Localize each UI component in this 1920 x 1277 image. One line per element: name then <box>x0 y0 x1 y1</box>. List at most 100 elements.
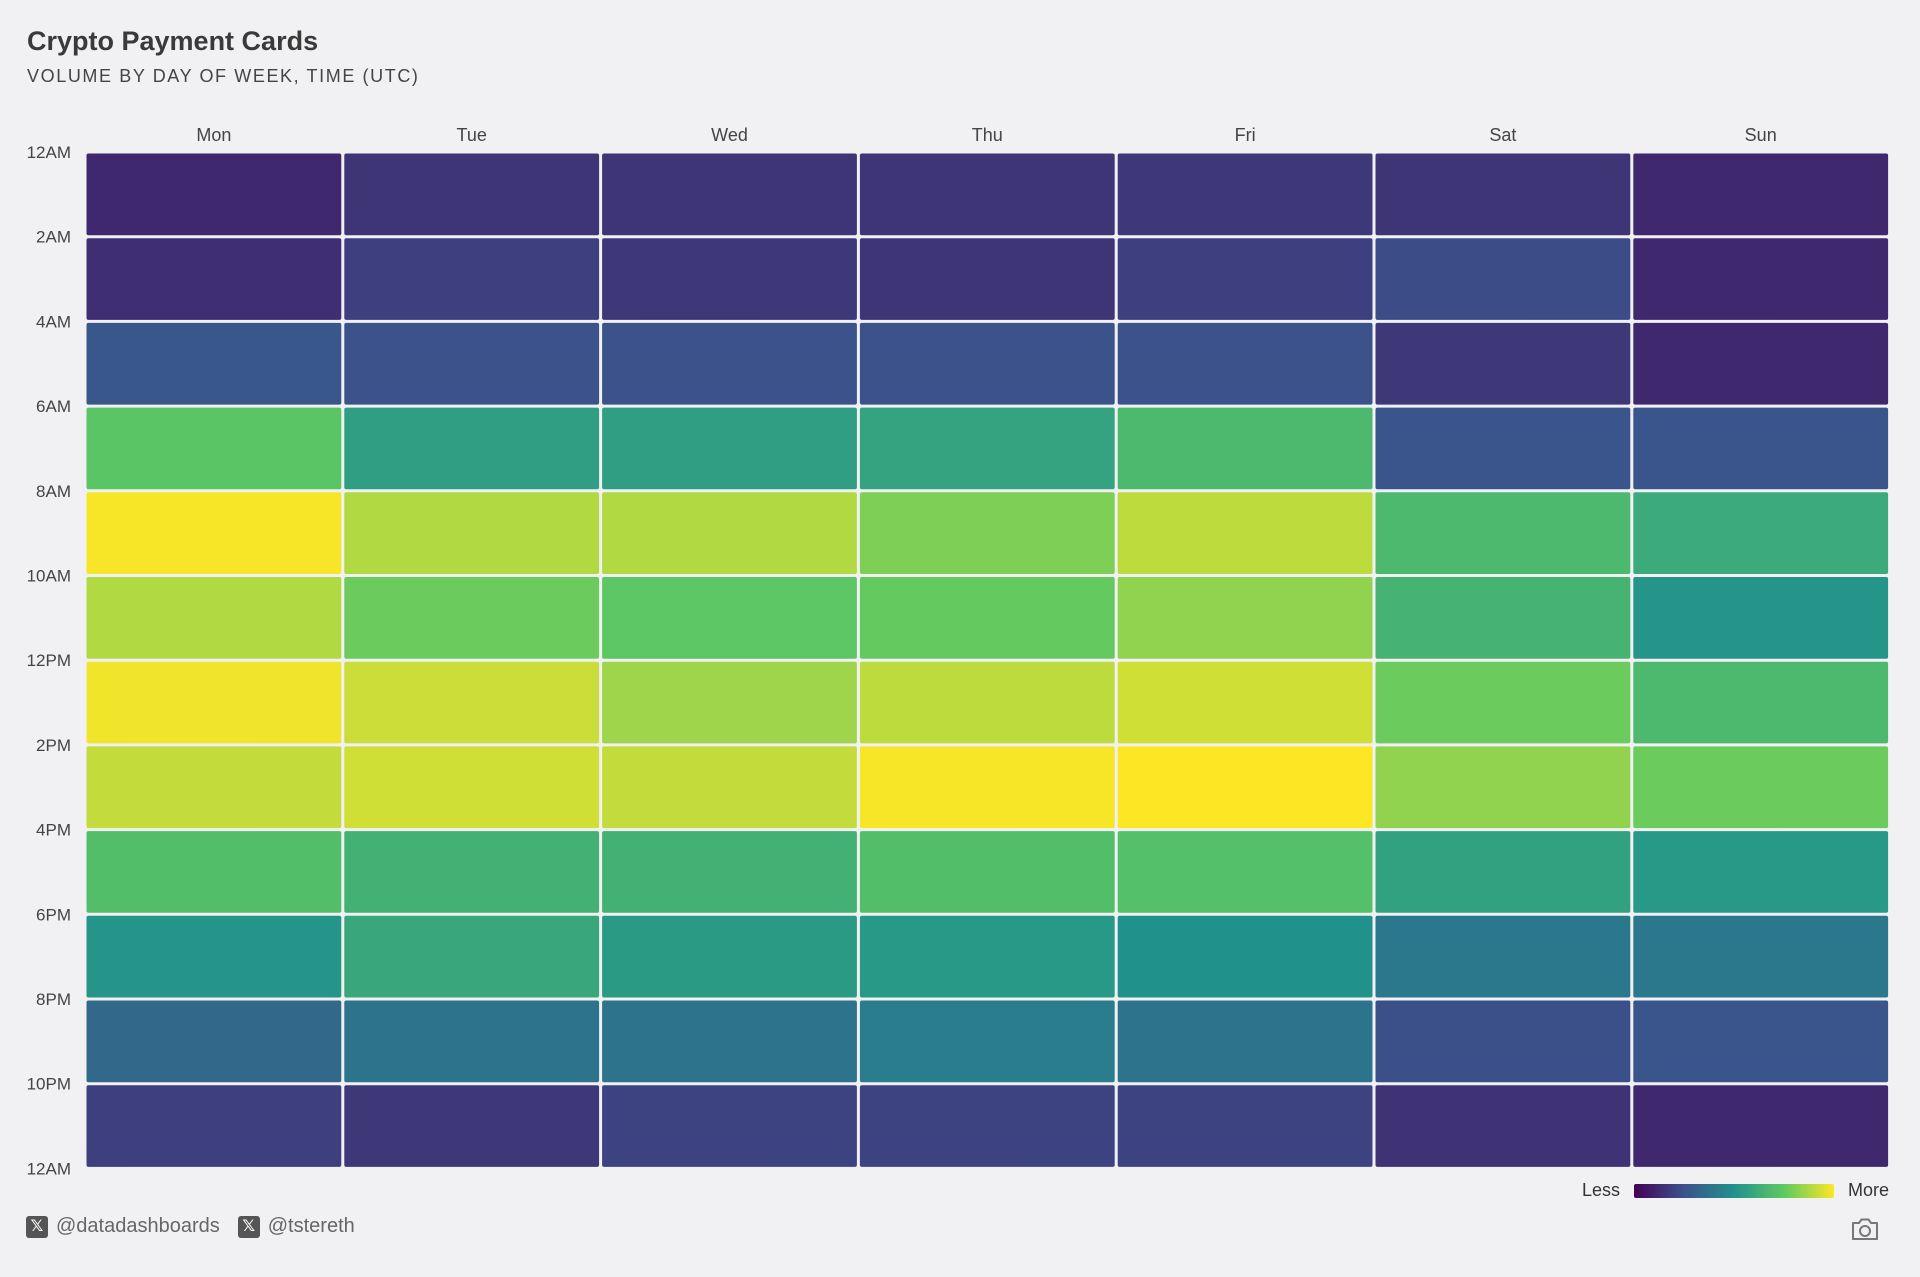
heatmap-cell-thu-3[interactable] <box>859 407 1115 490</box>
heatmap-cell-sun-11[interactable] <box>1633 1085 1889 1167</box>
hour-tick-label: 6PM <box>36 905 71 924</box>
heatmap-cell-tue-7[interactable] <box>344 746 600 829</box>
heatmap-cell-mon-11[interactable] <box>86 1085 342 1167</box>
heatmap-cell-sun-0[interactable] <box>1633 153 1889 236</box>
heatmap-cell-sun-6[interactable] <box>1633 661 1889 744</box>
heatmap-cell-sat-4[interactable] <box>1375 492 1631 574</box>
heatmap-cell-wed-3[interactable] <box>602 407 857 490</box>
heatmap-cell-sat-1[interactable] <box>1375 238 1631 320</box>
heatmap-cell-wed-10[interactable] <box>602 1000 857 1083</box>
heatmap-cell-wed-2[interactable] <box>602 322 857 405</box>
camera-icon[interactable] <box>1850 1216 1880 1242</box>
heatmap-cell-wed-8[interactable] <box>602 831 857 913</box>
heatmap-cell-wed-0[interactable] <box>602 153 857 236</box>
hour-tick-label: 12AM <box>27 143 71 162</box>
heatmap-cell-tue-5[interactable] <box>344 577 600 659</box>
hour-tick-label: 12AM <box>27 1159 71 1178</box>
heatmap-cell-tue-10[interactable] <box>344 1000 600 1083</box>
heatmap-cell-mon-4[interactable] <box>86 492 342 574</box>
heatmap-cell-fri-6[interactable] <box>1117 661 1373 744</box>
heatmap-cell-fri-8[interactable] <box>1117 831 1373 913</box>
heatmap-cell-thu-0[interactable] <box>859 153 1115 236</box>
heatmap-cell-fri-4[interactable] <box>1117 492 1373 574</box>
heatmap-cell-tue-9[interactable] <box>344 915 600 998</box>
day-label-sat: Sat <box>1489 125 1516 145</box>
heatmap-cell-sat-6[interactable] <box>1375 661 1631 744</box>
heatmap-cell-tue-0[interactable] <box>344 153 600 236</box>
heatmap-cell-thu-9[interactable] <box>859 915 1115 998</box>
heatmap-cell-fri-10[interactable] <box>1117 1000 1373 1083</box>
heatmap-cell-sat-3[interactable] <box>1375 407 1631 490</box>
handle-link[interactable]: @tstereth <box>267 1215 355 1237</box>
day-label-tue: Tue <box>457 125 487 145</box>
heatmap-cell-wed-4[interactable] <box>602 492 857 574</box>
heatmap-cell-tue-3[interactable] <box>344 407 600 490</box>
heatmap-cell-sat-10[interactable] <box>1375 1000 1631 1083</box>
heatmap-cell-thu-2[interactable] <box>859 322 1115 405</box>
heatmap-cell-sun-5[interactable] <box>1633 577 1889 659</box>
heatmap-cell-tue-8[interactable] <box>344 831 600 913</box>
heatmap-cell-sun-9[interactable] <box>1633 915 1889 998</box>
handle-link[interactable]: @datadashboards <box>56 1215 220 1237</box>
heatmap-cell-mon-1[interactable] <box>86 238 342 320</box>
hour-tick-label: 2AM <box>36 228 71 247</box>
heatmap-cell-mon-2[interactable] <box>86 322 342 405</box>
heatmap-cell-thu-7[interactable] <box>859 746 1115 829</box>
heatmap-cell-fri-11[interactable] <box>1117 1085 1373 1167</box>
heatmap-cell-sat-2[interactable] <box>1375 322 1631 405</box>
heatmap-cell-sat-7[interactable] <box>1375 746 1631 829</box>
heatmap-cell-fri-1[interactable] <box>1117 238 1373 320</box>
heatmap-cell-thu-8[interactable] <box>859 831 1115 913</box>
heatmap-cell-mon-8[interactable] <box>86 831 342 913</box>
heatmap-cell-sat-8[interactable] <box>1375 831 1631 913</box>
heatmap-cell-sat-0[interactable] <box>1375 153 1631 236</box>
heatmap-cell-thu-1[interactable] <box>859 238 1115 320</box>
heatmap-cell-mon-10[interactable] <box>86 1000 342 1083</box>
heatmap-cell-tue-4[interactable] <box>344 492 600 574</box>
heatmap-cell-sun-7[interactable] <box>1633 746 1889 829</box>
heatmap-cell-sat-9[interactable] <box>1375 915 1631 998</box>
heatmap-cell-fri-5[interactable] <box>1117 577 1373 659</box>
heatmap-cell-thu-10[interactable] <box>859 1000 1115 1083</box>
heatmap-cell-sun-3[interactable] <box>1633 407 1889 490</box>
hour-tick-label: 12PM <box>27 651 71 670</box>
heatmap-cell-fri-2[interactable] <box>1117 322 1373 405</box>
heatmap-cell-sat-11[interactable] <box>1375 1085 1631 1167</box>
heatmap-cell-wed-11[interactable] <box>602 1085 857 1167</box>
day-label-mon: Mon <box>196 125 231 145</box>
heatmap-cell-mon-6[interactable] <box>86 661 342 744</box>
heatmap-cell-tue-2[interactable] <box>344 322 600 405</box>
heatmap-cell-thu-6[interactable] <box>859 661 1115 744</box>
heatmap-cell-mon-9[interactable] <box>86 915 342 998</box>
heatmap-cell-fri-7[interactable] <box>1117 746 1373 829</box>
heatmap-cell-tue-1[interactable] <box>344 238 600 320</box>
day-label-thu: Thu <box>972 125 1003 145</box>
heatmap-cell-tue-11[interactable] <box>344 1085 600 1167</box>
footer-credits: 𝕏 @datadashboards 𝕏 @tstereth <box>26 1215 373 1238</box>
heatmap-cell-mon-5[interactable] <box>86 577 342 659</box>
heatmap-cell-mon-7[interactable] <box>86 746 342 829</box>
heatmap-cell-thu-4[interactable] <box>859 492 1115 574</box>
heatmap-cell-sun-10[interactable] <box>1633 1000 1889 1083</box>
heatmap-cell-wed-9[interactable] <box>602 915 857 998</box>
heatmap-cell-wed-7[interactable] <box>602 746 857 829</box>
heatmap-cell-wed-1[interactable] <box>602 238 857 320</box>
heatmap-cell-thu-5[interactable] <box>859 577 1115 659</box>
heatmap-cell-sun-4[interactable] <box>1633 492 1889 574</box>
heatmap-cell-sun-2[interactable] <box>1633 322 1889 405</box>
heatmap-cell-wed-5[interactable] <box>602 577 857 659</box>
heatmap-cell-wed-6[interactable] <box>602 661 857 744</box>
heatmap-cell-fri-0[interactable] <box>1117 153 1373 236</box>
heatmap-cell-mon-0[interactable] <box>86 153 342 236</box>
heatmap-cell-tue-6[interactable] <box>344 661 600 744</box>
hour-tick-label: 10PM <box>27 1075 71 1094</box>
heatmap-cell-fri-3[interactable] <box>1117 407 1373 490</box>
heatmap-cell-mon-3[interactable] <box>86 407 342 490</box>
heatmap-cell-sat-5[interactable] <box>1375 577 1631 659</box>
heatmap-cell-thu-11[interactable] <box>859 1085 1115 1167</box>
heatmap-cell-sun-1[interactable] <box>1633 238 1889 320</box>
heatmap-cell-sun-8[interactable] <box>1633 831 1889 913</box>
heatmap-cell-fri-9[interactable] <box>1117 915 1373 998</box>
day-label-sun: Sun <box>1745 125 1777 145</box>
